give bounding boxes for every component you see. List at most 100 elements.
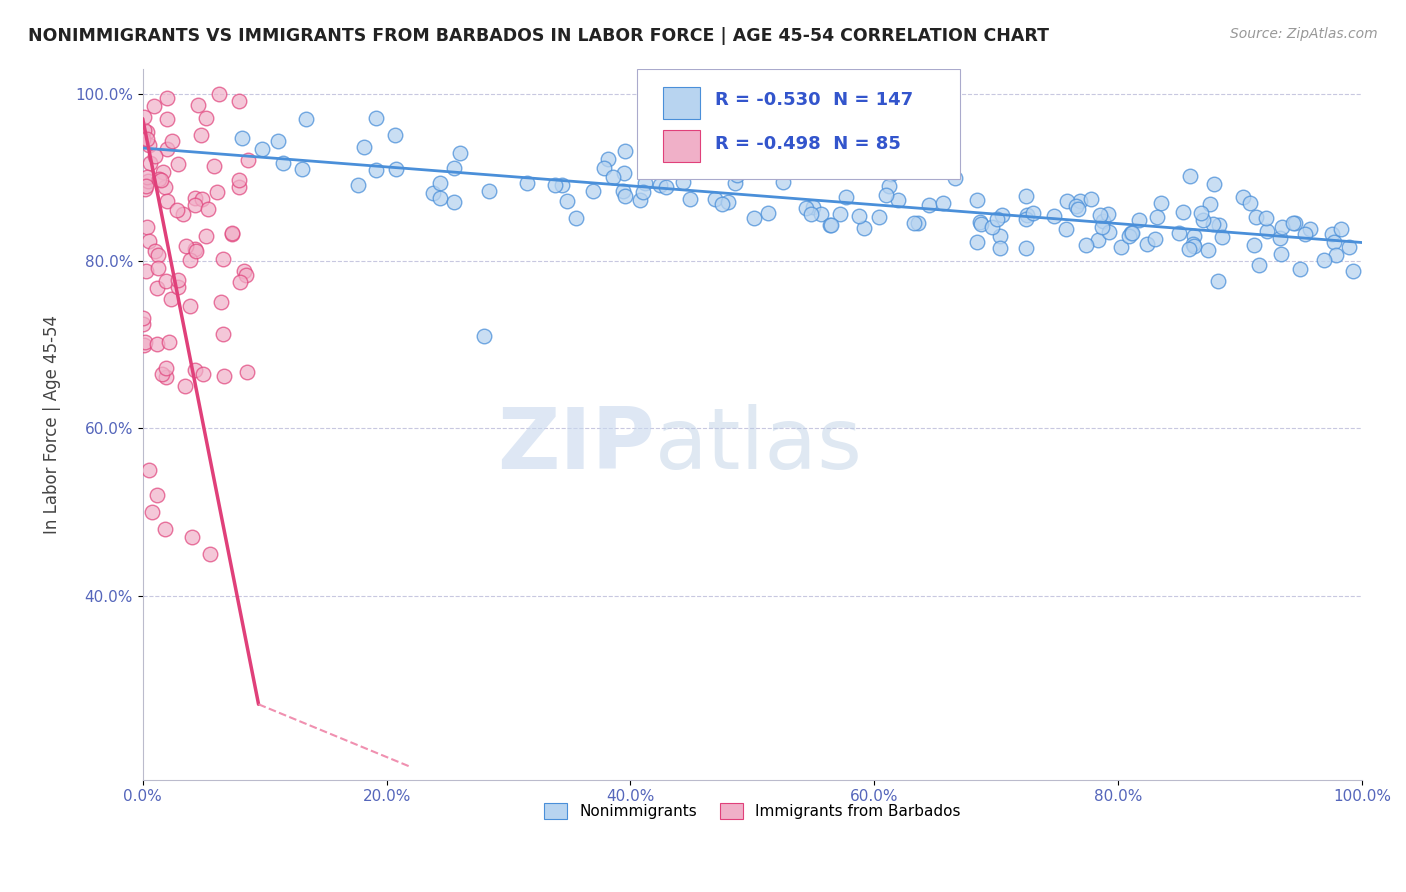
- Point: [1043, 209, 1066, 223]
- Point: [614, 145, 637, 159]
- Point: [887, 193, 910, 207]
- Point: [138, 234, 160, 248]
- Point: [174, 239, 197, 253]
- Point: [1199, 197, 1222, 211]
- Point: [907, 216, 929, 230]
- Point: [744, 211, 766, 226]
- Point: [267, 134, 290, 148]
- Point: [1271, 219, 1294, 234]
- Point: [966, 193, 988, 207]
- Point: [183, 363, 205, 377]
- Point: [803, 200, 825, 214]
- Point: [132, 317, 155, 331]
- Point: [1054, 222, 1077, 236]
- Text: R = -0.498  N = 85: R = -0.498 N = 85: [714, 135, 900, 153]
- Point: [1098, 225, 1121, 239]
- Point: [429, 176, 451, 190]
- Point: [143, 149, 166, 163]
- Point: [1324, 247, 1347, 261]
- Point: [1088, 208, 1111, 222]
- Point: [198, 547, 221, 561]
- Point: [724, 177, 747, 191]
- Point: [1330, 222, 1353, 236]
- Point: [204, 159, 226, 173]
- Point: [981, 219, 1004, 234]
- Point: [233, 264, 256, 278]
- Point: [880, 167, 903, 181]
- Point: [853, 220, 876, 235]
- Point: [1144, 231, 1167, 245]
- Point: [1313, 253, 1336, 268]
- Point: [672, 175, 695, 189]
- Point: [1178, 169, 1201, 184]
- Point: [1270, 247, 1292, 261]
- Bar: [664, 130, 700, 162]
- Point: [179, 252, 201, 267]
- Point: [516, 176, 538, 190]
- Point: [1341, 264, 1364, 278]
- Point: [443, 194, 465, 209]
- Point: [1197, 244, 1219, 258]
- Point: [593, 161, 616, 176]
- Point: [190, 128, 212, 142]
- Point: [828, 207, 851, 221]
- Point: [1171, 205, 1194, 219]
- Point: [205, 185, 228, 199]
- Point: [634, 176, 657, 190]
- Bar: [664, 87, 700, 119]
- Point: [212, 368, 235, 383]
- Point: [364, 162, 387, 177]
- Point: [1243, 238, 1265, 252]
- Point: [800, 206, 823, 220]
- Point: [236, 365, 259, 379]
- Point: [1146, 210, 1168, 224]
- Point: [235, 268, 257, 283]
- Point: [835, 190, 858, 204]
- Point: [875, 187, 897, 202]
- Point: [717, 194, 740, 209]
- Point: [209, 294, 232, 309]
- Point: [1284, 216, 1306, 230]
- Point: [135, 124, 157, 138]
- Point: [1087, 233, 1109, 247]
- Point: [132, 132, 155, 146]
- Point: [229, 275, 252, 289]
- Point: [1128, 212, 1150, 227]
- Point: [135, 220, 157, 235]
- Point: [557, 194, 579, 208]
- Legend: Nonimmigrants, Immigrants from Barbados: Nonimmigrants, Immigrants from Barbados: [538, 797, 967, 825]
- Point: [472, 329, 495, 343]
- Point: [613, 166, 636, 180]
- Point: [725, 168, 748, 182]
- Point: [271, 156, 294, 170]
- Point: [1064, 199, 1087, 213]
- Point: [631, 185, 654, 199]
- Point: [146, 336, 169, 351]
- Point: [228, 94, 250, 108]
- Y-axis label: In Labor Force | Age 45-54: In Labor Force | Age 45-54: [44, 315, 60, 533]
- Point: [1167, 226, 1189, 240]
- Point: [1091, 219, 1114, 234]
- Point: [1339, 239, 1361, 253]
- Point: [943, 171, 966, 186]
- Text: ZIP: ZIP: [498, 404, 655, 487]
- Point: [132, 111, 155, 125]
- Point: [179, 299, 201, 313]
- Point: [136, 169, 159, 184]
- Point: [1067, 202, 1090, 216]
- Text: NONIMMIGRANTS VS IMMIGRANTS FROM BARBADOS IN LABOR FORCE | AGE 45-54 CORRELATION: NONIMMIGRANTS VS IMMIGRANTS FROM BARBADO…: [28, 27, 1049, 45]
- Point: [134, 334, 156, 349]
- Point: [429, 191, 451, 205]
- Point: [679, 192, 702, 206]
- Point: [132, 310, 155, 325]
- Point: [1281, 216, 1303, 230]
- Point: [193, 368, 215, 382]
- Point: [986, 212, 1008, 227]
- Point: [602, 170, 624, 185]
- Point: [582, 184, 605, 198]
- Point: [1178, 242, 1201, 256]
- Point: [970, 217, 993, 231]
- Point: [146, 488, 169, 502]
- Point: [794, 201, 817, 215]
- Point: [155, 274, 177, 288]
